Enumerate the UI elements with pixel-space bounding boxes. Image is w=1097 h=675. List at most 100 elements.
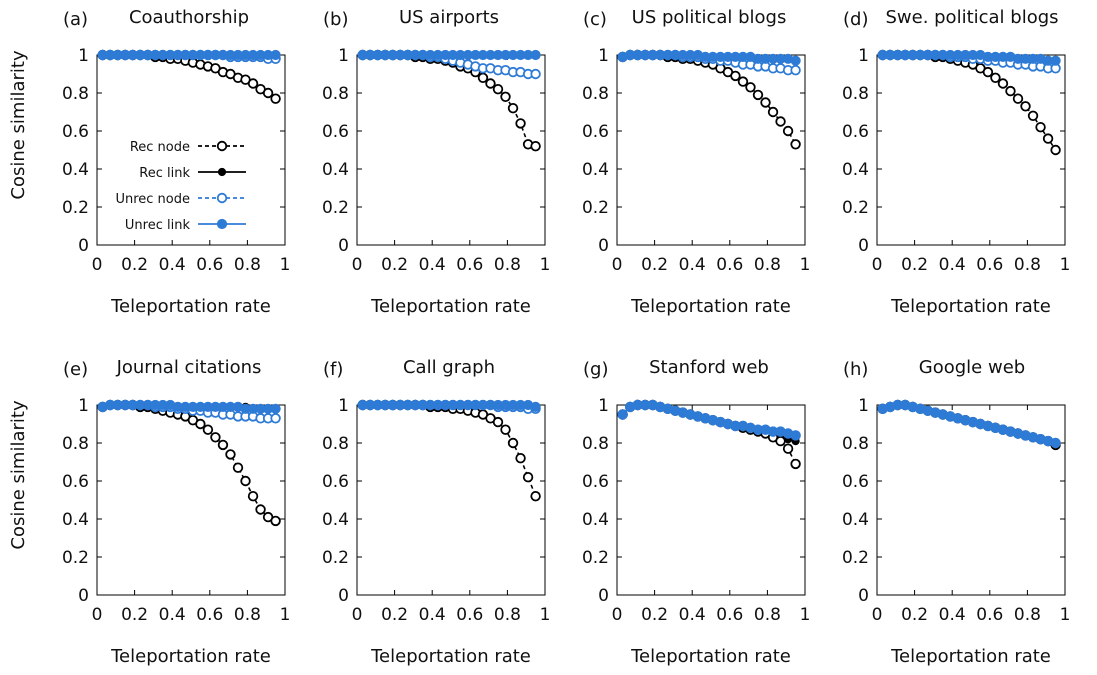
data-point — [477, 72, 489, 84]
panels-group: 0 0.2 0.4 0.6 0.8 1 0 0.2 0.4 0.6 0.8 1 (a) Coauthors… — [8, 7, 1070, 667]
x-tick-label: 0 — [352, 605, 363, 625]
data-point — [1005, 85, 1016, 97]
y-tick-label: 0.6 — [62, 472, 89, 492]
chart-panel: 0 0.2 0.4 0.6 0.8 1 0 0.2 0.4 0.6 0.8 1 (d) Swe. poli… — [842, 7, 1070, 317]
y-tick-label: 0.4 — [62, 160, 89, 180]
series-unrec-link — [97, 49, 281, 61]
x-axis-label: Teleportation rate — [110, 646, 271, 667]
y-tick-label: 0.6 — [842, 122, 869, 142]
legend-entry: Unrec node — [115, 192, 246, 207]
legend-marker — [216, 218, 228, 230]
chart-panel: 0 0.2 0.4 0.6 0.8 1 0 0.2 0.4 0.6 0.8 1 (h) Google we… — [842, 357, 1070, 667]
y-tick-label: 0.8 — [582, 84, 609, 104]
x-axis-label: Teleportation rate — [370, 646, 531, 667]
data-point — [997, 78, 1009, 89]
data-point — [240, 475, 251, 487]
x-tick-label: 0.4 — [419, 255, 446, 275]
data-point — [790, 55, 801, 66]
data-point — [210, 432, 221, 443]
series-rec-node — [357, 399, 541, 502]
chart-title: Stanford web — [649, 357, 769, 378]
x-tick-label: 1 — [1060, 255, 1071, 275]
chart-panel: 0 0.2 0.4 0.6 0.8 1 0 0.2 0.4 0.6 0.8 1 (g) Stanford … — [582, 357, 810, 667]
y-tick-label: 0.4 — [62, 510, 89, 530]
data-point — [617, 409, 628, 420]
data-point — [217, 439, 229, 451]
x-tick-label: 0.8 — [234, 605, 261, 625]
y-tick-label: 0 — [598, 586, 609, 606]
panel-letter: (a) — [63, 9, 88, 30]
series-unrec-link — [357, 49, 541, 61]
x-tick-label: 1 — [280, 255, 291, 275]
legend-marker — [216, 140, 228, 152]
data-point — [790, 458, 801, 470]
chart-panel: 0 0.2 0.4 0.6 0.8 1 0 0.2 0.4 0.6 0.8 1 (f) Call grap… — [322, 357, 550, 667]
y-tick-label: 0.8 — [62, 434, 89, 454]
x-tick-label: 1 — [280, 605, 291, 625]
data-point — [195, 418, 206, 430]
y-axis-label: Cosine similarity — [8, 50, 29, 200]
data-point — [1050, 144, 1061, 156]
data-point — [990, 72, 1001, 84]
plot-frame — [616, 54, 806, 246]
x-tick-label: 0 — [352, 255, 363, 275]
y-axis-label: Cosine similarity — [8, 400, 29, 550]
y-tick-label: 0.6 — [62, 122, 89, 142]
chart-title: Journal citations — [116, 357, 262, 378]
data-point — [1012, 93, 1024, 104]
panel-letter: (g) — [583, 359, 608, 380]
x-tick-label: 0.8 — [234, 255, 261, 275]
series-unrec-link — [97, 399, 281, 414]
y-tick-label: 1 — [598, 396, 609, 416]
legend-marker — [217, 167, 227, 177]
x-tick-label: 0.2 — [121, 255, 148, 275]
panel-letter: (b) — [323, 9, 348, 30]
x-tick-label: 0.8 — [1014, 605, 1041, 625]
y-tick-label: 0.2 — [322, 548, 349, 568]
y-tick-label: 0.2 — [322, 198, 349, 218]
plot-frame — [96, 404, 286, 596]
data-point — [515, 453, 526, 464]
data-point — [745, 82, 756, 93]
chart-title: Swe. political blogs — [885, 7, 1058, 28]
legend-label: Unrec node — [115, 192, 190, 207]
chart-title: Coauthorship — [129, 7, 249, 28]
series-unrec-link — [877, 49, 1061, 66]
panel-letter: (d) — [843, 9, 868, 30]
y-tick-label: 0 — [598, 236, 609, 256]
legend-label: Rec node — [130, 140, 190, 155]
x-axis-label: Teleportation rate — [110, 296, 271, 317]
x-tick-label: 0.6 — [196, 605, 223, 625]
legend: Rec node Rec link Unrec node Unrec link — [115, 140, 246, 233]
y-tick-label: 0.8 — [842, 84, 869, 104]
y-tick-label: 0.2 — [842, 198, 869, 218]
y-tick-label: 1 — [78, 46, 89, 66]
data-point — [530, 68, 541, 80]
plot-frame — [616, 404, 806, 596]
y-tick-label: 0.6 — [582, 122, 609, 142]
x-tick-label: 0.6 — [456, 255, 483, 275]
data-point — [225, 449, 236, 460]
x-tick-label: 0.4 — [159, 255, 186, 275]
plot-frame — [876, 54, 1066, 246]
data-point — [782, 443, 794, 454]
x-tick-label: 1 — [540, 255, 551, 275]
y-tick-label: 1 — [598, 46, 609, 66]
panel-letter: (c) — [583, 9, 607, 30]
data-point — [782, 125, 794, 137]
data-point — [492, 416, 504, 428]
y-tick-label: 0.6 — [582, 472, 609, 492]
y-tick-label: 1 — [858, 46, 869, 66]
x-tick-label: 1 — [800, 255, 811, 275]
x-tick-label: 0.2 — [641, 605, 668, 625]
panel-letter: (h) — [843, 359, 868, 380]
x-tick-label: 0 — [612, 255, 623, 275]
data-point — [530, 401, 541, 412]
x-tick-label: 1 — [800, 605, 811, 625]
chart-title: Call graph — [403, 357, 495, 378]
x-tick-label: 1 — [540, 605, 551, 625]
data-point — [270, 93, 281, 104]
x-tick-label: 0.4 — [939, 255, 966, 275]
y-tick-label: 0.8 — [62, 84, 89, 104]
